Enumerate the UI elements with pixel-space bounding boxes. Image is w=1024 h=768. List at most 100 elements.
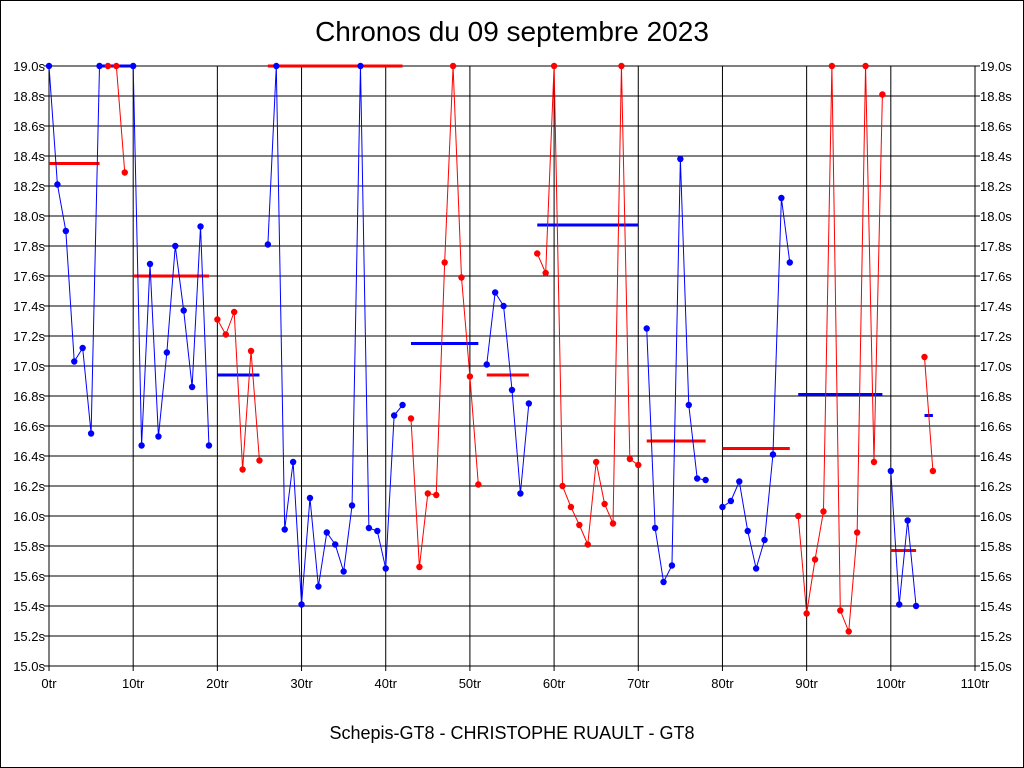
y-tick-label-left: 17.6s: [13, 269, 45, 284]
data-point: [458, 274, 465, 281]
data-point: [576, 521, 583, 529]
chart-title: Chronos du 09 septembre 2023: [315, 16, 709, 47]
series-line: [267, 65, 403, 605]
y-tick-label-right: 17.2s: [980, 329, 1012, 344]
data-point: [921, 353, 928, 361]
series-layer: [45, 62, 937, 635]
y-tick-label-right: 15.0s: [980, 659, 1012, 674]
y-tick-label-left: 16.2s: [13, 479, 45, 494]
y-tick-label-left: 17.4s: [13, 299, 45, 314]
data-point: [609, 520, 617, 527]
x-tick-label: 20tr: [206, 676, 229, 691]
y-tick-label-left: 17.2s: [13, 329, 45, 344]
data-point: [129, 62, 137, 70]
data-point: [719, 503, 726, 511]
data-point: [62, 227, 70, 235]
data-point: [407, 415, 415, 422]
y-tick-label-left: 18.6s: [13, 119, 45, 134]
data-point: [289, 458, 297, 466]
data-point: [904, 517, 911, 524]
x-tick-label: 90tr: [795, 676, 818, 691]
x-tick-label: 40tr: [375, 676, 398, 691]
data-point: [433, 491, 440, 499]
data-point: [550, 62, 558, 70]
y-tick-label-left: 16.6s: [13, 419, 45, 434]
data-point: [79, 344, 86, 352]
x-tick-label: 70tr: [627, 676, 650, 691]
data-point: [239, 466, 246, 473]
y-tick-label-right: 15.2s: [980, 629, 1012, 644]
series-line: [646, 158, 706, 584]
data-point: [870, 458, 878, 466]
y-tick-label-right: 19.0s: [980, 59, 1012, 74]
data-point: [138, 442, 145, 449]
x-tick-label: 0tr: [41, 676, 57, 691]
data-point: [828, 62, 836, 70]
data-point: [121, 169, 128, 176]
data-point: [54, 181, 61, 188]
data-point: [525, 400, 533, 407]
data-point: [104, 62, 112, 70]
data-point: [441, 259, 448, 266]
data-point: [500, 302, 507, 310]
data-point: [651, 524, 659, 532]
y-tick-label-right: 15.8s: [980, 539, 1012, 554]
data-point: [399, 401, 406, 409]
data-point: [382, 565, 389, 572]
series-line: [132, 65, 210, 446]
data-point: [483, 361, 490, 368]
y-tick-label-right: 18.8s: [980, 89, 1012, 104]
data-point: [786, 259, 793, 266]
data-point: [306, 494, 314, 502]
data-point: [534, 250, 541, 257]
data-point: [618, 62, 625, 70]
data-point: [592, 458, 600, 466]
data-point: [155, 433, 162, 440]
y-tick-label-left: 18.0s: [13, 209, 45, 224]
data-point: [172, 242, 179, 250]
data-point: [862, 62, 869, 70]
y-tick-label-right: 17.6s: [980, 269, 1012, 284]
y-tick-label-right: 18.0s: [980, 209, 1012, 224]
y-tick-label-left: 18.4s: [13, 149, 45, 164]
data-point: [365, 524, 373, 532]
data-point: [517, 490, 524, 497]
data-point: [702, 476, 709, 484]
y-tick-label-right: 15.6s: [980, 569, 1012, 584]
data-point: [273, 62, 280, 70]
x-tick-label: 10tr: [122, 676, 145, 691]
data-point: [96, 62, 103, 70]
data-point: [660, 578, 667, 586]
x-tick-label: 30tr: [290, 676, 313, 691]
data-point: [71, 358, 78, 365]
data-point: [694, 475, 701, 482]
y-tick-label-left: 15.0s: [13, 659, 45, 674]
x-tick-label: 80tr: [711, 676, 734, 691]
y-tick-label-right: 18.6s: [980, 119, 1012, 134]
data-point: [205, 442, 213, 449]
data-point: [643, 325, 650, 332]
data-point: [559, 482, 566, 490]
data-point: [685, 401, 692, 409]
data-point: [163, 349, 171, 356]
data-point: [113, 62, 120, 70]
data-point: [264, 241, 272, 248]
series-line: [890, 470, 917, 607]
data-point: [677, 155, 684, 163]
data-point: [727, 497, 735, 505]
y-tick-label-left: 15.2s: [13, 629, 45, 644]
data-point: [332, 541, 339, 548]
data-point: [475, 481, 482, 488]
y-tick-label-right: 16.8s: [980, 389, 1012, 404]
y-tick-label-left: 19.0s: [13, 59, 45, 74]
series-line: [48, 65, 101, 434]
y-tick-label-right: 17.8s: [980, 239, 1012, 254]
data-point: [424, 490, 432, 497]
data-point: [626, 455, 634, 463]
y-tick-label-right: 17.0s: [980, 359, 1012, 374]
x-tick-label: 100tr: [876, 676, 906, 691]
y-tick-label-right: 18.2s: [980, 179, 1012, 194]
data-point: [912, 602, 920, 610]
